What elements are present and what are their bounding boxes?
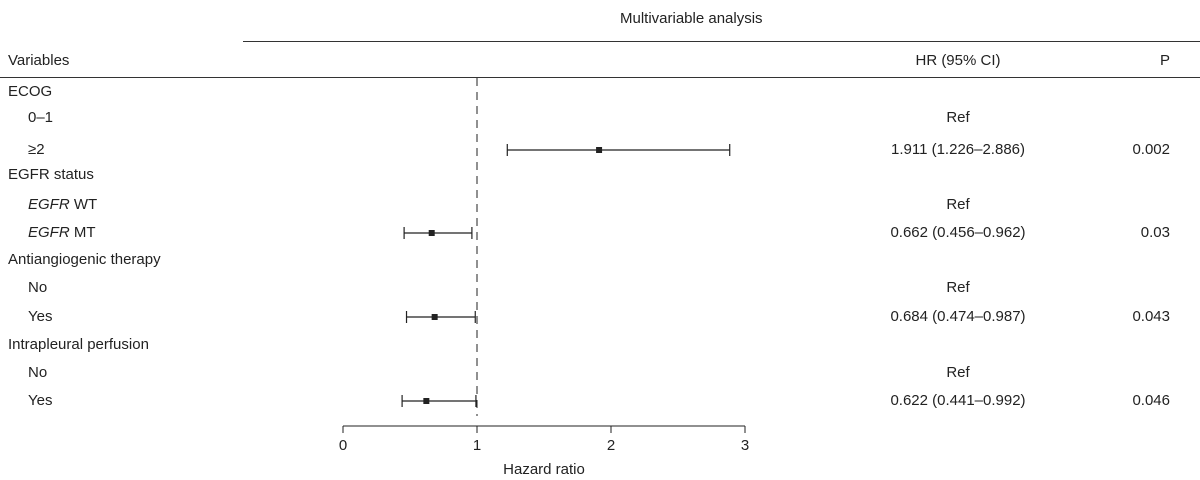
x-tick-label: 3 — [741, 437, 749, 454]
column-header-hr: HR (95% CI) — [915, 52, 1001, 69]
level-label-antiangiogenic-no: No — [28, 279, 48, 296]
hr-point-marker — [423, 398, 430, 404]
header-bottom-rule — [0, 77, 1200, 78]
p-value: 0.03 — [1140, 224, 1170, 241]
group-label-intrapleural: Intrapleural perfusion — [8, 336, 149, 353]
gene-name-italic: EGFR — [28, 224, 70, 241]
level-suffix: WT — [69, 196, 98, 213]
level-label-intrapleural-yes: Yes — [28, 392, 53, 409]
level-label-ecog-2plus: ≥2 — [28, 141, 45, 158]
p-value: 0.046 — [1132, 392, 1170, 409]
hr-value: 0.662 (0.456–0.962) — [890, 224, 1026, 241]
hr-point-marker — [596, 147, 603, 153]
level-suffix: MT — [69, 224, 96, 241]
level-label-egfr-mt: EGFR MT — [28, 224, 96, 242]
hr-value: Ref — [946, 196, 970, 213]
level-label-antiangiogenic-yes: Yes — [28, 308, 53, 325]
p-value: 0.043 — [1132, 308, 1170, 325]
header-top-rule — [243, 41, 1200, 42]
hr-point-marker — [431, 314, 438, 320]
gene-name-italic: EGFR — [28, 196, 70, 213]
hr-value: Ref — [946, 109, 970, 126]
level-label-ecog-0-1: 0–1 — [28, 109, 54, 126]
hr-value: 0.622 (0.441–0.992) — [890, 392, 1026, 409]
group-label-antiangiogenic: Antiangiogenic therapy — [8, 251, 161, 268]
hr-value: 1.911 (1.226–2.886) — [891, 141, 1025, 158]
p-value: 0.002 — [1132, 141, 1170, 158]
hr-value: Ref — [946, 279, 970, 296]
hr-value: Ref — [946, 364, 970, 381]
x-tick-label: 0 — [339, 437, 347, 454]
group-label-ecog: ECOG — [8, 83, 53, 100]
column-header-p: P — [1159, 52, 1170, 69]
analysis-title: Multivariable analysis — [620, 10, 763, 27]
level-label-intrapleural-no: No — [28, 364, 48, 381]
group-label-egfr-status: EGFR status — [8, 166, 94, 183]
hr-value: 0.684 (0.474–0.987) — [890, 308, 1026, 325]
level-label-egfr-wt: EGFR WT — [28, 196, 97, 214]
x-tick-label: 1 — [473, 437, 481, 454]
hr-point-marker — [428, 230, 435, 236]
x-axis-label: Hazard ratio — [503, 461, 585, 478]
x-tick-label: 2 — [607, 437, 615, 454]
column-header-variables: Variables — [8, 52, 70, 69]
